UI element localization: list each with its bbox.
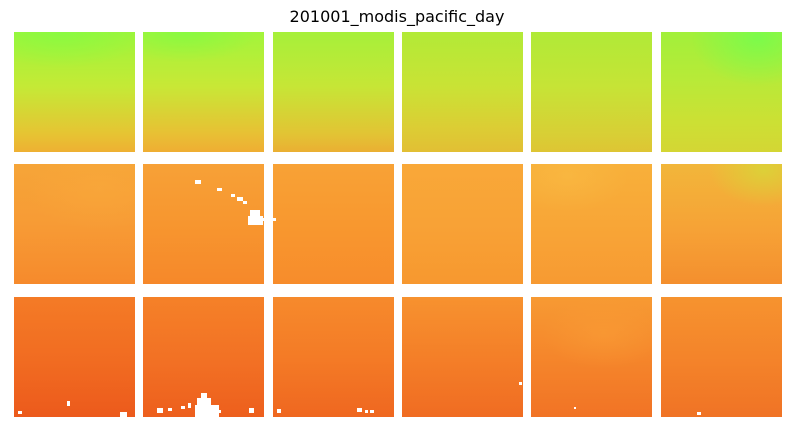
figure-title: 201001_modis_pacific_day: [0, 7, 794, 27]
image-tile-r1c1: [143, 164, 264, 284]
image-tile-r1c4: [531, 164, 652, 284]
land-mask: [249, 408, 254, 413]
image-tile-r2c2: [273, 297, 394, 417]
land-mask: [188, 403, 191, 408]
land-mask: [195, 405, 219, 417]
land-mask: [574, 407, 576, 409]
land-mask: [18, 411, 22, 414]
land-mask: [231, 194, 235, 197]
image-tile-r0c3: [402, 32, 523, 152]
image-tile-r1c2: [273, 164, 394, 284]
image-tile-r1c3: [402, 164, 523, 284]
land-mask: [67, 401, 70, 406]
land-mask: [248, 216, 263, 225]
land-mask: [357, 408, 362, 412]
land-mask: [243, 201, 247, 204]
image-tile-r2c1: [143, 297, 264, 417]
image-tile-r2c0: [14, 297, 135, 417]
image-tile-r2c4: [531, 297, 652, 417]
land-mask: [120, 412, 127, 417]
land-mask: [277, 409, 281, 413]
image-tile-r2c5: [661, 297, 782, 417]
image-tile-r2c3: [402, 297, 523, 417]
image-tile-r0c2: [273, 32, 394, 152]
land-mask: [370, 410, 374, 413]
land-mask: [365, 410, 368, 413]
image-tile-r0c0: [14, 32, 135, 152]
land-mask: [262, 218, 264, 221]
image-tile-r0c5: [661, 32, 782, 152]
land-mask: [157, 408, 163, 413]
land-mask: [168, 408, 172, 411]
land-mask: [519, 382, 522, 385]
land-mask: [217, 188, 222, 191]
land-mask: [218, 410, 221, 413]
image-tile-r0c1: [143, 32, 264, 152]
image-tile-r1c0: [14, 164, 135, 284]
land-mask: [273, 218, 276, 221]
land-mask: [697, 412, 701, 415]
land-mask: [181, 406, 185, 409]
image-tile-r0c4: [531, 32, 652, 152]
land-mask: [195, 180, 201, 184]
image-tile-r1c5: [661, 164, 782, 284]
